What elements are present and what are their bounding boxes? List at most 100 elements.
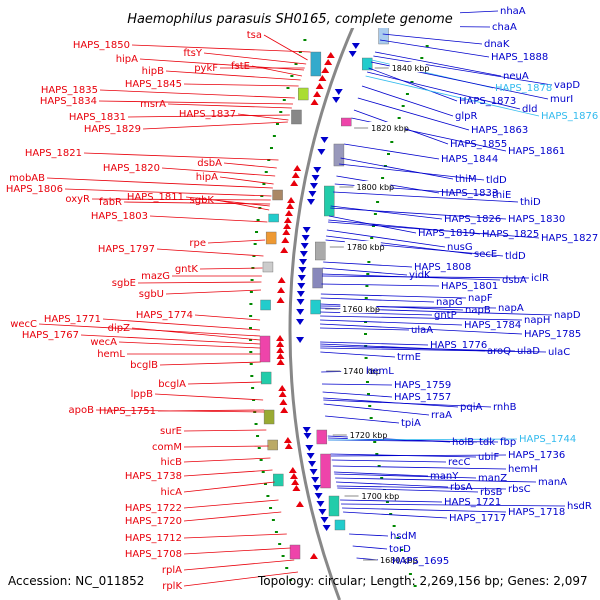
right-label-connector xyxy=(325,415,400,424)
right-gene-label: HAPS_1776 xyxy=(430,340,487,351)
kbp-label: 1700 kbp xyxy=(362,492,400,501)
right-label-connector xyxy=(368,67,458,102)
inner-tick-mark xyxy=(400,549,404,551)
kbp-label: 1840 kbp xyxy=(392,64,430,73)
right-gene-label: HAPS_1827 xyxy=(541,233,598,244)
left-gene-label: HAPS_1738 xyxy=(125,471,182,482)
left-gene-label: sgbE xyxy=(112,278,136,289)
inner-tick-mark xyxy=(365,285,369,287)
outer-tick-mark xyxy=(250,279,254,281)
inner-tick-mark xyxy=(373,441,377,443)
left-gene-label: sgbU xyxy=(139,289,164,300)
outer-tick-mark xyxy=(249,291,253,293)
right-gene-label: tldD xyxy=(505,251,526,262)
outer-tick-mark xyxy=(249,327,253,329)
left-gene-label: HAPS_1834 xyxy=(40,96,97,107)
left-label-connector xyxy=(199,267,263,270)
forward-gene-arrow xyxy=(290,180,299,186)
outer-tick-mark xyxy=(290,75,294,77)
reverse-gene-arrow xyxy=(299,259,308,265)
left-gene-label: HAPS_1712 xyxy=(125,533,182,544)
left-label-connector xyxy=(91,198,271,201)
kbp-label: 1800 kbp xyxy=(356,183,394,192)
right-label-connector xyxy=(320,311,433,316)
inner-tick-mark xyxy=(390,141,394,143)
inner-tick-mark xyxy=(425,45,429,47)
kbp-label-background xyxy=(347,429,384,439)
inner-tick-mark xyxy=(373,213,377,215)
reverse-gene-arrow xyxy=(351,43,360,49)
outer-tick-mark xyxy=(259,459,263,461)
right-gene-label: thiD xyxy=(520,197,541,208)
right-label-connector xyxy=(333,471,429,477)
outer-tick-mark xyxy=(282,99,286,101)
left-gene-label: mobAB xyxy=(9,173,45,184)
right-gene-label: neuA xyxy=(503,71,529,82)
reverse-gene-arrow xyxy=(334,89,343,95)
reverse-gene-arrow xyxy=(311,477,320,483)
left-gene-label: dsbA xyxy=(197,158,222,169)
right-gene-label: HAPS_1876 xyxy=(541,111,598,122)
outer-tick-mark xyxy=(250,375,254,377)
inner-tick-mark xyxy=(408,573,412,575)
forward-gene-arrow xyxy=(276,359,285,365)
right-gene-label: napF xyxy=(468,293,493,304)
forward-gene-arrow xyxy=(289,473,298,479)
left-feature-block xyxy=(273,473,284,487)
reverse-gene-arrow xyxy=(317,149,326,155)
right-feature-block xyxy=(334,519,346,531)
reverse-gene-arrow xyxy=(316,501,325,507)
left-gene-label: hicA xyxy=(161,487,183,498)
right-feature-block xyxy=(328,495,340,517)
left-label-connector xyxy=(219,176,274,185)
left-feature-block xyxy=(310,51,322,77)
left-gene-label: bcglB xyxy=(130,360,158,371)
left-feature-block xyxy=(262,261,274,273)
kbp-label-background xyxy=(369,122,406,132)
left-label-connector xyxy=(161,167,276,177)
outer-tick-mark xyxy=(285,567,289,569)
backbone-arc xyxy=(288,9,363,600)
right-gene-label: HAPS_1718 xyxy=(508,507,565,518)
left-label-connector xyxy=(118,341,261,349)
left-label-connector xyxy=(183,559,295,571)
right-gene-label: glpR xyxy=(455,111,477,122)
forward-gene-arrow xyxy=(326,52,335,58)
right-gene-label: HAPS_1801 xyxy=(441,281,498,292)
forward-gene-arrow xyxy=(277,277,286,283)
reverse-gene-arrow xyxy=(318,509,327,515)
reverse-gene-arrow xyxy=(302,427,311,433)
reverse-gene-arrow xyxy=(296,291,305,297)
kbp-label: 1760 kbp xyxy=(342,305,380,314)
inner-tick-mark xyxy=(375,453,379,455)
right-gene-label: HAPS_1830 xyxy=(508,214,565,225)
left-label-connector xyxy=(183,499,279,509)
left-feature-block xyxy=(268,213,279,223)
left-label-connector xyxy=(131,327,261,341)
right-gene-label: rbsA xyxy=(450,482,473,493)
inner-tick-mark xyxy=(420,57,424,59)
left-label-connector xyxy=(183,445,269,448)
left-gene-label: fabR xyxy=(99,197,122,208)
right-gene-label: tdk xyxy=(479,437,495,448)
right-gene-label: trmE xyxy=(397,352,421,363)
right-gene-label: hemL xyxy=(366,366,394,377)
forward-gene-arrow xyxy=(276,297,285,303)
right-feature-block xyxy=(312,267,323,289)
left-gene-label: tsa xyxy=(247,30,262,41)
right-label-connector xyxy=(320,345,516,352)
right-gene-label: murI xyxy=(550,94,573,105)
outer-tick-mark xyxy=(256,219,260,221)
reverse-gene-arrow xyxy=(306,453,315,459)
kbp-label-background xyxy=(341,365,378,375)
left-gene-label: hemL xyxy=(97,349,125,360)
left-feature-block xyxy=(259,335,271,363)
right-label-connector xyxy=(333,191,519,203)
right-gene-label: secE xyxy=(474,249,497,260)
forward-gene-arrow xyxy=(279,399,288,405)
right-feature-block xyxy=(324,185,335,217)
right-label-connector xyxy=(342,507,507,513)
right-gene-label: manZ xyxy=(478,473,507,484)
left-label-connector xyxy=(142,121,288,130)
inner-tick-mark xyxy=(371,225,375,227)
